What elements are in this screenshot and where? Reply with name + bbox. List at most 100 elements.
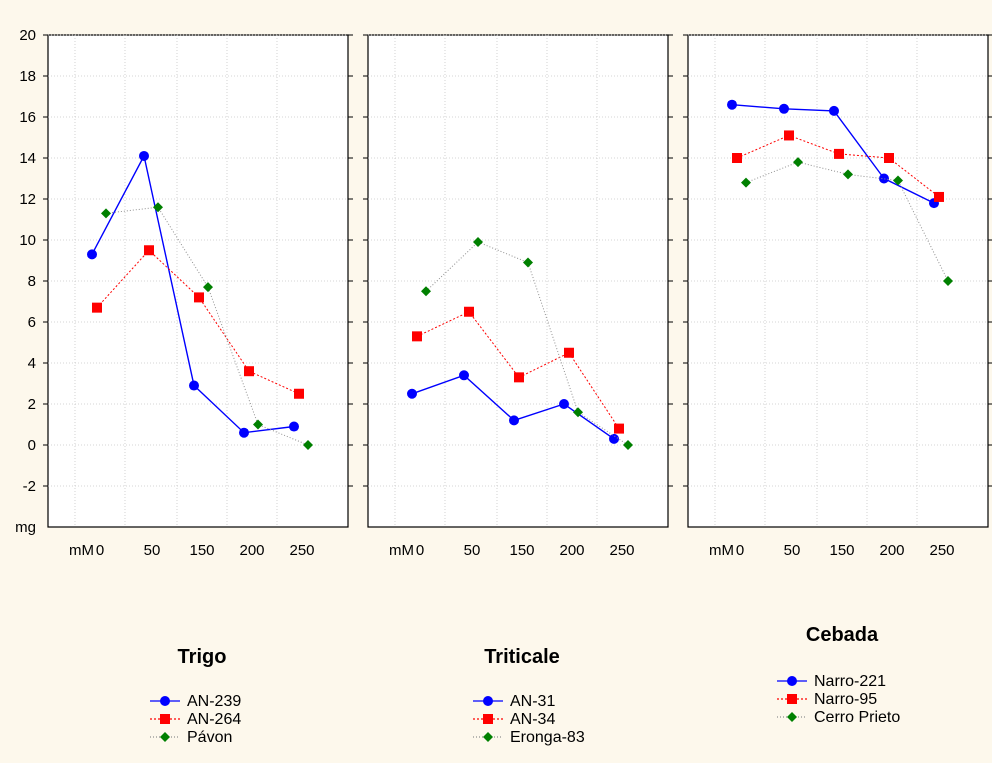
legend-label-AN-34: AN-34: [510, 711, 555, 728]
data-point-AN-34: [564, 347, 574, 358]
x-tick-label: 150: [829, 542, 854, 559]
data-point-Eronga-83: [473, 237, 483, 248]
legend-label-AN-239: AN-239: [187, 693, 241, 710]
legend-marker-AN-34: [483, 714, 493, 724]
legend-label-Cerro Prieto: Cerro Prieto: [814, 709, 900, 726]
panel-title-Trigo: Trigo: [178, 646, 227, 668]
y-unit-label: mg: [15, 519, 36, 536]
x-tick-label: 200: [239, 542, 264, 559]
legend-label-Eronga-83: Eronga-83: [510, 729, 585, 746]
legend-marker-Eronga-83: [483, 732, 493, 742]
data-point-AN-31: [459, 370, 469, 381]
data-point-Eronga-83: [523, 257, 533, 268]
y-tick-label: 4: [28, 355, 36, 372]
x-tick-label: 0: [96, 542, 104, 559]
x-tick-label: 250: [289, 542, 314, 559]
legend-marker-Narro-95: [787, 694, 797, 704]
legend-label-Narro-95: Narro-95: [814, 691, 877, 708]
x-tick-label: 250: [929, 542, 954, 559]
series-line-AN-264: [96, 249, 300, 395]
data-point-AN-239: [239, 427, 249, 438]
y-tick-label: 18: [19, 68, 36, 85]
data-point-Pávon: [203, 282, 213, 293]
x-unit-label: mM: [709, 542, 734, 559]
data-point-Pávon: [303, 440, 313, 450]
data-point-Pávon: [101, 208, 111, 219]
data-point-Narro-95: [834, 148, 844, 159]
data-point-Cerro Prieto: [843, 169, 853, 180]
legend-label-AN-264: AN-264: [187, 711, 241, 728]
data-point-Pávon: [253, 419, 263, 430]
data-point-Narro-221: [879, 173, 889, 184]
y-tick-label: 12: [19, 191, 36, 208]
data-point-Narro-95: [784, 130, 794, 141]
data-point-Narro-221: [829, 105, 839, 116]
data-point-Narro-95: [884, 153, 894, 163]
legend-marker-Cerro Prieto: [787, 712, 797, 722]
y-tick-label: 6: [28, 314, 36, 331]
data-point-Cerro Prieto: [793, 157, 803, 168]
series-line-Cerro Prieto: [745, 161, 949, 282]
data-point-Eronga-83: [623, 440, 633, 450]
x-tick-label: 50: [464, 542, 481, 559]
x-tick-label: 50: [784, 542, 801, 559]
data-point-Eronga-83: [573, 407, 583, 418]
panel-title-Triticale: Triticale: [484, 646, 560, 668]
data-point-AN-31: [559, 399, 569, 409]
data-point-Eronga-83: [421, 286, 431, 297]
data-point-AN-239: [139, 150, 149, 161]
x-tick-label: 200: [559, 542, 584, 559]
y-tick-label: 16: [19, 109, 36, 126]
data-point-AN-239: [189, 380, 199, 391]
y-tick-label: 8: [28, 273, 36, 290]
data-point-AN-264: [144, 245, 154, 256]
data-point-AN-34: [514, 372, 524, 383]
y-tick-label: 14: [19, 150, 36, 167]
legend-marker-AN-264: [160, 714, 170, 724]
data-point-Narro-221: [779, 103, 789, 114]
data-point-AN-31: [609, 433, 619, 444]
series-line-Eronga-83: [425, 241, 629, 446]
data-point-AN-34: [464, 306, 474, 317]
legend-marker-Pávon: [160, 732, 170, 742]
x-unit-label: mM: [69, 542, 94, 559]
legend-marker-AN-239: [160, 696, 170, 706]
data-point-Cerro Prieto: [943, 276, 953, 286]
data-point-AN-264: [244, 366, 254, 377]
y-tick-label: 0: [28, 437, 36, 454]
data-point-AN-264: [194, 292, 204, 303]
data-point-AN-31: [509, 415, 519, 426]
x-tick-label: 0: [416, 542, 424, 559]
y-tick-label: -2: [23, 478, 36, 495]
data-point-Pávon: [153, 202, 163, 213]
legend-marker-AN-31: [483, 696, 493, 706]
x-tick-label: 200: [879, 542, 904, 559]
data-point-Narro-221: [727, 99, 737, 110]
x-tick-label: 150: [189, 542, 214, 559]
y-tick-label: 2: [28, 396, 36, 413]
data-point-Narro-95: [732, 153, 742, 163]
x-tick-label: 50: [144, 542, 161, 559]
legend-label-AN-31: AN-31: [510, 693, 555, 710]
data-point-AN-34: [614, 423, 624, 434]
y-tick-label: 20: [19, 27, 36, 44]
data-point-AN-31: [407, 388, 417, 399]
data-point-AN-264: [92, 302, 102, 313]
x-tick-label: 150: [509, 542, 534, 559]
x-unit-label: mM: [389, 542, 414, 559]
panel-title-Cebada: Cebada: [806, 624, 879, 646]
y-tick-label: 10: [19, 232, 36, 249]
data-point-Cerro Prieto: [741, 177, 751, 188]
legend-marker-Narro-221: [787, 676, 797, 686]
x-tick-label: 0: [736, 542, 744, 559]
data-point-AN-239: [289, 421, 299, 432]
x-tick-label: 250: [609, 542, 634, 559]
data-point-Narro-95: [934, 191, 944, 202]
data-point-AN-239: [87, 249, 97, 260]
legend-label-Pávon: Pávon: [187, 729, 232, 746]
series-line-Narro-95: [736, 134, 940, 198]
data-point-Cerro Prieto: [893, 175, 903, 186]
legend-label-Narro-221: Narro-221: [814, 673, 886, 690]
data-point-AN-34: [412, 331, 422, 342]
